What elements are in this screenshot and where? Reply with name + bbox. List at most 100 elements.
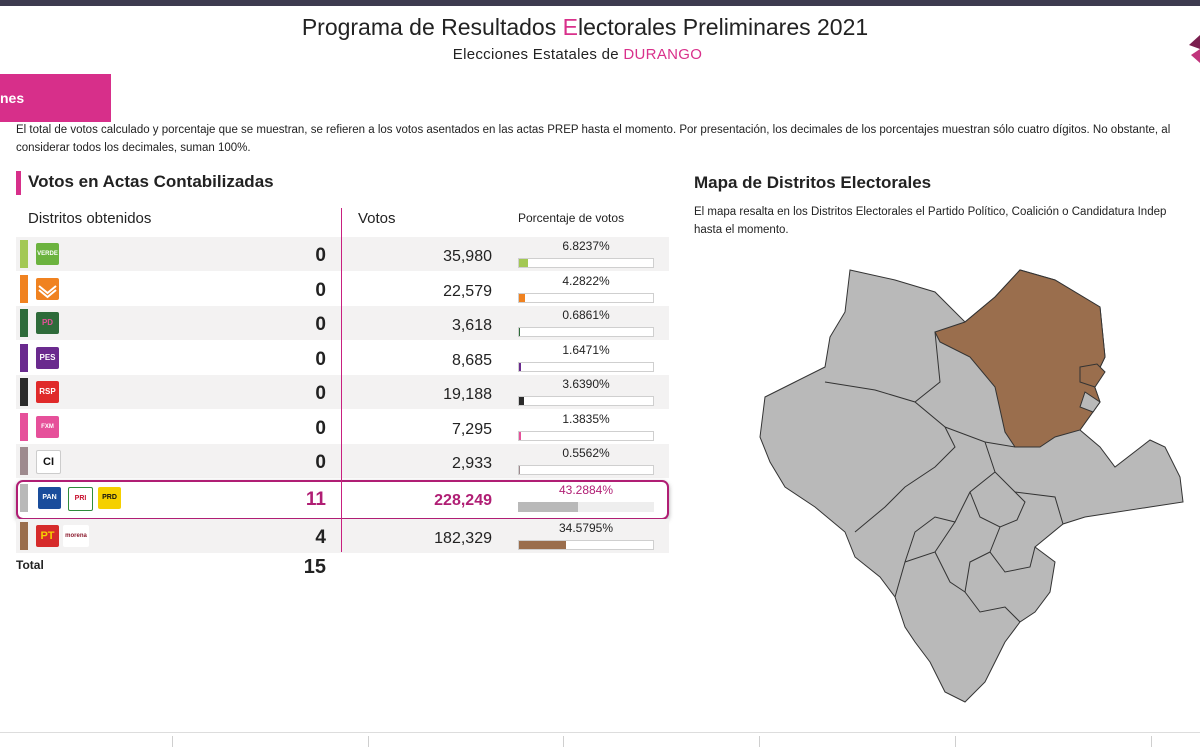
footer-divider (0, 732, 1200, 733)
percentage-bar-fill (518, 502, 578, 512)
pri-logo-icon: PRI (68, 487, 93, 511)
districts-value: 0 (315, 245, 326, 266)
party-color-swatch (20, 378, 28, 406)
districts-value: 0 (315, 314, 326, 335)
col-header-districts: Distritos obtenidos (28, 210, 152, 227)
party-row-mc[interactable]: 0 22,579 4.2822% (16, 272, 669, 306)
pt-logo-icon: PT (36, 525, 59, 547)
ine-logo-icon (1189, 35, 1200, 63)
percentage-value: 6.8237% (562, 239, 610, 253)
page-subtitle: Elecciones Estatales de DURANGO (452, 46, 703, 63)
percentage-bar-fill (519, 397, 524, 405)
col-header-votes: Votos (358, 210, 396, 227)
votes-value: 3,618 (451, 317, 492, 334)
districts-value: 11 (305, 489, 326, 510)
party-row-pes[interactable]: PES 0 8,685 1.6471% (16, 341, 669, 375)
page-title: Programa de Resultados Electorales Preli… (301, 14, 869, 40)
mc-logo-icon (36, 278, 59, 300)
durango-district-map[interactable] (755, 262, 1195, 707)
percentage-bar (518, 327, 654, 337)
percentage-bar (518, 258, 654, 268)
percentage-value: 0.6861% (562, 308, 610, 322)
map-title: Mapa de Distritos Electorales (694, 173, 932, 192)
party-row-rsp[interactable]: RSP 0 19,188 3.6390% (16, 375, 669, 409)
district-brown[interactable] (934, 269, 1106, 448)
votes-value: 8,685 (451, 352, 492, 369)
map-description-line: El mapa resalta en los Distritos Elector… (694, 206, 1167, 218)
percentage-bar (518, 293, 654, 303)
percentage-value: 1.6471% (562, 343, 610, 357)
pan-logo-icon: PAN (38, 487, 61, 509)
percentage-bar (518, 431, 654, 441)
votes-value: 7,295 (451, 421, 492, 438)
party-color-swatch (20, 447, 28, 475)
votes-value: 22,579 (443, 283, 492, 300)
districts-value: 4 (315, 527, 326, 548)
section-tab[interactable]: nes (0, 74, 111, 122)
rsp-logo-icon: RSP (36, 381, 59, 403)
district-brown-small[interactable] (1079, 363, 1106, 388)
column-divider (341, 208, 342, 552)
party-color-swatch (20, 522, 28, 550)
total-label: Total (16, 558, 44, 572)
percentage-value: 34.5795% (558, 521, 614, 535)
verde-logo-icon: VERDE (36, 243, 59, 265)
percentage-value: 1.3835% (562, 412, 610, 426)
morena-logo-icon: morena (63, 525, 89, 547)
pd-logo-icon: PD (36, 312, 59, 334)
votes-value: 228,249 (434, 492, 492, 509)
party-row-pan-pri-prd[interactable]: PAN PRI PRD 11 228,249 43.2884% (16, 481, 669, 515)
party-row-pt-morena[interactable]: PT morena 4 182,329 34.5795% (16, 519, 669, 553)
percentage-value: 0.5562% (562, 446, 610, 460)
fxm-logo-icon: FXM (36, 416, 59, 438)
footer-tick (172, 736, 173, 747)
percentage-bar (518, 362, 654, 372)
votes-value: 182,329 (434, 530, 492, 547)
footer-tick (759, 736, 760, 747)
col-header-percentage: Porcentaje de votos (518, 211, 625, 225)
votes-value: 19,188 (443, 386, 492, 403)
percentage-value: 3.6390% (562, 377, 610, 391)
party-row-verde[interactable]: VERDE 0 35,980 6.8237% (16, 237, 669, 271)
district-gray-small[interactable] (1079, 391, 1101, 413)
footer-tick (955, 736, 956, 747)
percentage-bar (518, 540, 654, 550)
party-color-swatch (20, 413, 28, 441)
percentage-bar-fill (519, 363, 522, 371)
party-color-swatch (20, 484, 28, 512)
district-borders (824, 331, 1080, 623)
percentage-bar (518, 502, 654, 512)
footer-tick (563, 736, 564, 747)
party-color-swatch (20, 344, 28, 372)
table-section-title: Votos en Actas Contabilizadas (16, 171, 274, 195)
percentage-bar-fill (519, 466, 521, 474)
votes-value: 35,980 (443, 248, 492, 265)
percentage-value: 43.2884% (558, 483, 614, 497)
percentage-bar-fill (519, 259, 529, 267)
footer-tick (1151, 736, 1152, 747)
percentage-bar (518, 396, 654, 406)
party-color-swatch (20, 240, 28, 268)
map-description-line: hasta el momento. (694, 224, 789, 236)
districts-value: 0 (315, 452, 326, 473)
party-row-fxm[interactable]: FXM 0 7,295 1.3835% (16, 410, 669, 444)
percentage-bar-fill (519, 541, 567, 549)
prd-logo-icon: PRD (98, 487, 121, 509)
party-row-pd[interactable]: PD 0 3,618 0.6861% (16, 306, 669, 340)
party-row-ci[interactable]: CI 0 2,933 0.5562% (16, 444, 669, 478)
total-value: 15 (303, 556, 326, 578)
districts-value: 0 (315, 280, 326, 301)
ci-logo-icon: CI (36, 450, 61, 474)
districts-value: 0 (315, 383, 326, 404)
footer-tick (368, 736, 369, 747)
districts-value: 0 (315, 349, 326, 370)
info-note: El total de votos calculado y porcentaje… (16, 124, 1171, 154)
percentage-bar-fill (519, 294, 525, 302)
votes-value: 2,933 (451, 455, 492, 472)
percentage-bar-fill (519, 432, 521, 440)
party-color-swatch (20, 275, 28, 303)
percentage-bar (518, 465, 654, 475)
districts-value: 0 (315, 418, 326, 439)
percentage-bar-fill (519, 328, 521, 336)
map-description: El mapa resalta en los Distritos Elector… (694, 203, 1200, 239)
